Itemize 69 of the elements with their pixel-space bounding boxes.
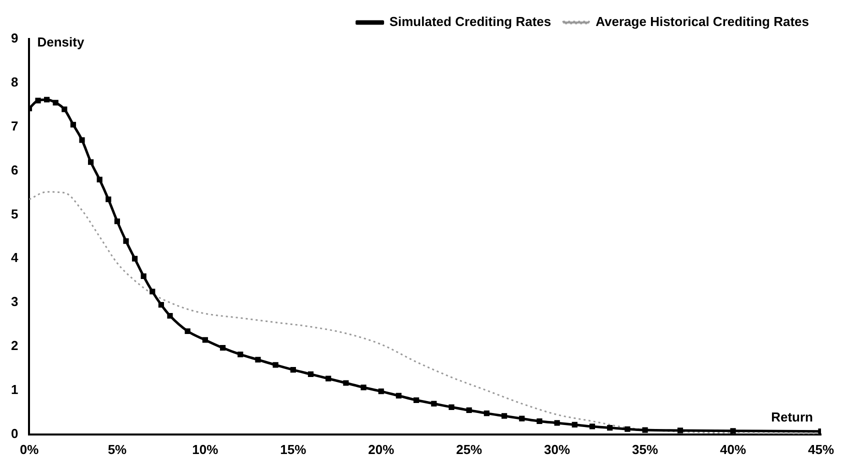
point: [484, 410, 490, 416]
point: [167, 312, 173, 319]
point: [360, 384, 366, 390]
point: [448, 404, 454, 410]
point: [70, 122, 76, 128]
y-tick-label: 2: [10, 338, 18, 354]
point: [554, 420, 560, 426]
y-tick-label: 1: [10, 382, 18, 398]
point: [184, 328, 190, 334]
point: [132, 256, 138, 262]
x-tick-label: 15%: [280, 442, 307, 457]
point: [536, 418, 542, 424]
point: [677, 428, 684, 434]
y-tick-label: 8: [10, 74, 18, 90]
point: [431, 400, 437, 406]
point: [343, 380, 349, 386]
x-tick-label: 20%: [368, 442, 395, 457]
y-tick-label: 7: [10, 118, 18, 134]
point: [572, 422, 578, 428]
point: [220, 345, 226, 351]
x-tick-label: 5%: [108, 442, 128, 457]
point: [642, 427, 648, 433]
point: [150, 288, 156, 294]
point: [158, 302, 164, 308]
x-tick-label: 0%: [20, 442, 40, 457]
x-axis-title: Return: [771, 409, 814, 424]
x-tick-label: 35%: [632, 442, 658, 457]
point: [123, 238, 129, 244]
x-tick-label: 45%: [808, 442, 834, 457]
point: [114, 218, 120, 224]
point: [396, 392, 402, 399]
x-tick-label: 30%: [544, 442, 571, 457]
point: [730, 428, 736, 434]
point: [52, 100, 58, 106]
y-tick-label: 6: [10, 162, 18, 178]
point: [79, 137, 85, 143]
point: [589, 424, 596, 430]
y-tick-label: 4: [10, 250, 19, 266]
point: [272, 362, 278, 368]
y-axis-title: Density: [37, 34, 85, 50]
point: [238, 352, 244, 358]
point: [414, 397, 420, 403]
y-tick-label: 5: [10, 206, 18, 222]
point: [501, 413, 508, 419]
point: [106, 196, 112, 202]
point: [202, 337, 208, 343]
point: [44, 96, 50, 102]
y-tick-label: 3: [10, 294, 18, 310]
point: [35, 98, 41, 104]
point: [308, 371, 314, 378]
legend-label: Average Historical Crediting Rates: [596, 14, 810, 30]
x-tick-label: 40%: [720, 442, 746, 457]
point: [140, 273, 146, 280]
point: [519, 416, 525, 422]
point: [88, 159, 94, 165]
point: [326, 376, 332, 382]
x-tick-label: 25%: [456, 442, 483, 457]
point: [62, 106, 68, 112]
y-tick-label: 9: [10, 30, 18, 46]
x-tick-label: 10%: [192, 442, 219, 457]
point: [624, 426, 630, 432]
point: [607, 425, 613, 431]
legend-label: Simulated Crediting Rates: [389, 14, 552, 30]
point: [96, 176, 102, 182]
point: [255, 356, 261, 363]
point: [466, 407, 472, 414]
y-tick-label: 0: [10, 426, 18, 441]
point: [290, 367, 296, 373]
point: [378, 388, 384, 394]
